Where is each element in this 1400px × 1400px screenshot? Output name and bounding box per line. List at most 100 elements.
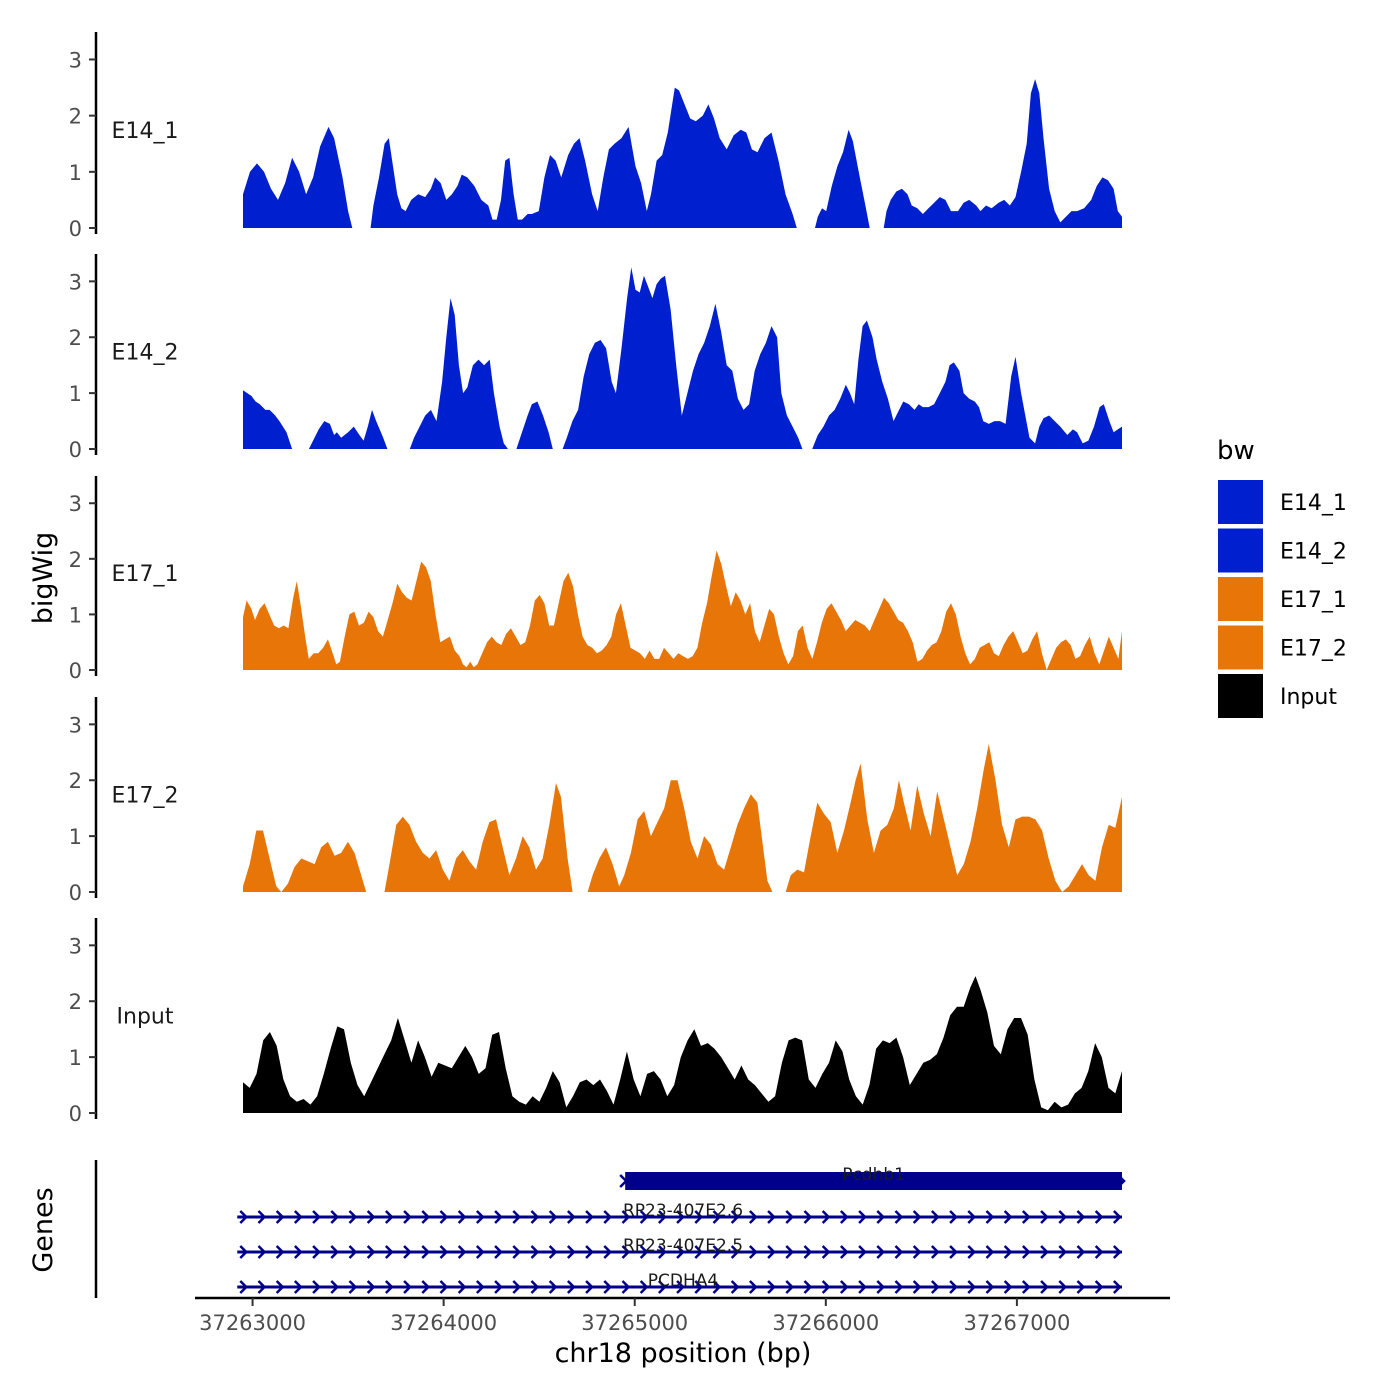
strand-arrow	[512, 1210, 522, 1224]
y-tick-label: 0	[69, 659, 82, 683]
strand-arrow	[876, 1280, 886, 1294]
strand-arrow	[384, 1210, 394, 1224]
legend-label: E17_1	[1280, 588, 1347, 613]
strand-arrow	[1040, 1280, 1049, 1294]
strand-arrow	[439, 1210, 449, 1224]
strand-arrow	[1058, 1280, 1068, 1294]
strand-arrow	[275, 1245, 285, 1259]
strand-arrow	[585, 1210, 594, 1224]
strand-arrow	[548, 1210, 558, 1224]
track-label: E14_1	[112, 119, 179, 144]
strand-arrow	[912, 1210, 922, 1224]
strand-arrow	[566, 1210, 576, 1224]
strand-arrow	[930, 1210, 940, 1224]
gene-pcdhb1: Pcdhb1	[619, 1165, 1126, 1190]
strand-arrow	[1058, 1210, 1068, 1224]
strand-arrow	[1112, 1210, 1122, 1224]
strand-arrow	[639, 1210, 649, 1224]
strand-arrow	[1094, 1210, 1104, 1224]
genes-axis-title: Genes	[28, 1187, 59, 1272]
y-tick-label: 3	[69, 713, 82, 737]
gene-label: RP23-407E2.5	[623, 1236, 743, 1256]
strand-arrow	[1003, 1210, 1013, 1224]
strand-arrow	[985, 1245, 995, 1259]
strand-arrow	[348, 1245, 358, 1259]
strand-arrow	[985, 1210, 995, 1224]
strand-arrow	[949, 1210, 958, 1224]
strand-arrow	[275, 1210, 285, 1224]
strand-arrow	[275, 1280, 285, 1294]
strand-arrow	[421, 1210, 431, 1224]
strand-arrow	[494, 1210, 503, 1224]
strand-arrow	[1094, 1280, 1104, 1294]
strand-arrow	[785, 1280, 795, 1294]
y-tick-label: 0	[69, 881, 82, 905]
strand-arrow	[1094, 1245, 1104, 1259]
genes-track: Pcdhb1 RP23-407E2.6 RP23-407E2.5 PCDHA4	[94, 1160, 1126, 1298]
strand-arrow	[912, 1245, 922, 1259]
y-tick-label: 2	[69, 769, 82, 793]
strand-arrow	[657, 1245, 667, 1259]
y-tick-label: 1	[69, 382, 82, 406]
y-tick-label: 2	[69, 548, 82, 572]
strand-arrow	[1117, 1174, 1126, 1188]
signal-area-e17-2	[243, 743, 1122, 892]
legend-title: bw	[1217, 436, 1255, 466]
strand-arrow	[839, 1210, 849, 1224]
strand-arrow	[639, 1245, 649, 1259]
strand-arrow	[1040, 1210, 1049, 1224]
strand-arrow	[1021, 1245, 1031, 1259]
strand-arrow	[348, 1280, 358, 1294]
strand-arrow	[530, 1280, 540, 1294]
strand-arrow	[239, 1245, 249, 1259]
strand-arrow	[712, 1280, 722, 1294]
y-tick-label: 2	[69, 326, 82, 350]
strand-arrow	[694, 1280, 704, 1294]
strand-arrow	[894, 1245, 904, 1259]
strand-arrow	[439, 1280, 449, 1294]
y-tick-label: 0	[69, 217, 82, 241]
legend-entry-e17-1: E17_1	[1218, 577, 1347, 621]
strand-arrow	[1076, 1210, 1086, 1224]
strand-arrow	[839, 1280, 849, 1294]
signal-area-e14-1	[243, 79, 1122, 228]
strand-arrow	[767, 1210, 776, 1224]
y-tick-label: 1	[69, 603, 82, 627]
y-tick-label: 2	[69, 990, 82, 1014]
strand-arrow	[603, 1210, 613, 1224]
strand-arrow	[366, 1210, 376, 1224]
strand-arrow	[712, 1210, 722, 1224]
legend-entry-e14-1: E14_1	[1218, 480, 1347, 524]
strand-arrow	[384, 1280, 394, 1294]
strand-arrow	[894, 1280, 904, 1294]
strand-arrow	[475, 1210, 485, 1224]
strand-arrow	[821, 1280, 831, 1294]
legend-entry-e17-2: E17_2	[1218, 625, 1347, 670]
strand-arrow	[475, 1280, 485, 1294]
strand-arrow	[803, 1245, 813, 1259]
signal-area-e14-2	[243, 267, 1122, 449]
y-tick-label: 3	[69, 492, 82, 516]
strand-arrow	[330, 1245, 340, 1259]
legend: bw E14_1 E14_2 E17_1 E17_2 Input	[1217, 436, 1347, 718]
strand-arrow	[293, 1280, 303, 1294]
strand-arrow	[1003, 1280, 1013, 1294]
strand-arrow	[694, 1210, 704, 1224]
y-tick-label: 3	[69, 48, 82, 72]
strand-arrow	[330, 1280, 340, 1294]
legend-label: Input	[1280, 685, 1337, 710]
legend-label: E14_1	[1280, 491, 1347, 516]
strand-arrow	[566, 1280, 576, 1294]
y-axis-title: bigWig	[28, 532, 59, 625]
strand-arrow	[785, 1210, 795, 1224]
strand-arrow	[1058, 1245, 1068, 1259]
legend-swatch	[1218, 480, 1263, 524]
legend-swatch	[1218, 577, 1263, 621]
strand-arrow	[603, 1280, 613, 1294]
strand-arrow	[439, 1245, 449, 1259]
signal-area-input	[243, 976, 1122, 1113]
strand-arrow	[257, 1245, 267, 1259]
legend-swatch	[1218, 625, 1263, 670]
strand-arrow	[858, 1245, 867, 1259]
